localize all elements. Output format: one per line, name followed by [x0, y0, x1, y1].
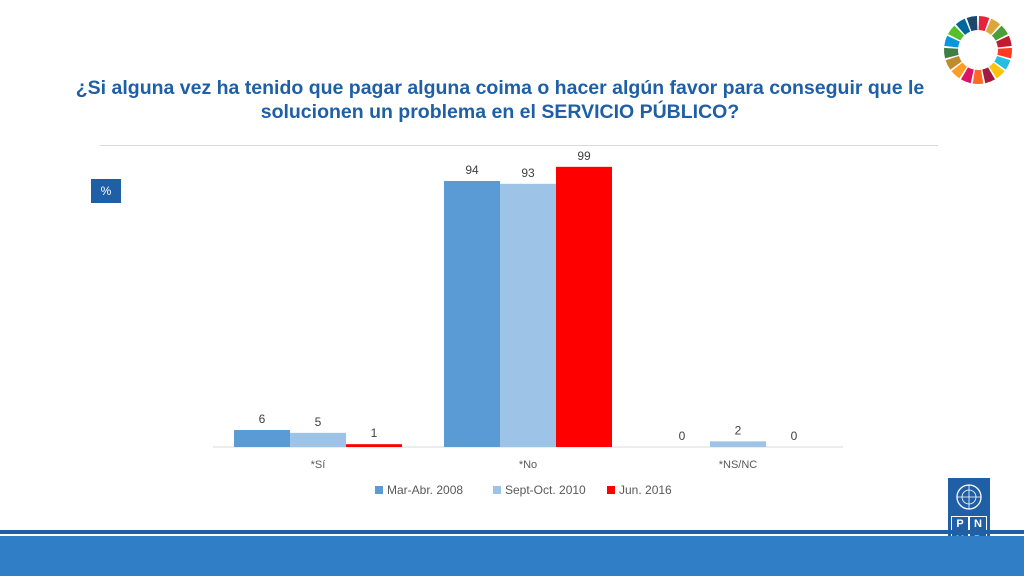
bar-nsnc-series-2 — [710, 441, 766, 447]
legend-label: Jun. 2016 — [619, 483, 672, 497]
data-label: 99 — [577, 149, 591, 163]
data-label: 6 — [259, 412, 266, 426]
category-label: *NS/NC — [719, 459, 758, 471]
data-label: 94 — [465, 163, 479, 177]
sdg-wheel-segment — [944, 35, 960, 48]
sdg-wheel-segment — [960, 67, 974, 84]
bar-no-series-2 — [500, 183, 556, 447]
data-label: 5 — [315, 415, 322, 429]
sdg-wheel-segment — [951, 62, 967, 79]
data-label: 2 — [735, 423, 742, 437]
legend-swatch — [375, 486, 383, 494]
sdg-wheel-segment — [994, 56, 1011, 70]
sdg-wheel-segment — [978, 16, 990, 32]
data-label: 0 — [679, 429, 686, 443]
data-label: 93 — [521, 166, 535, 180]
chart-title: ¿Si alguna vez ha tenido que pagar algun… — [75, 77, 925, 123]
sdg-wheel-segment — [966, 16, 978, 32]
category-labels-group: *Sí *No *NS/NC — [311, 459, 758, 471]
data-label: 0 — [791, 429, 798, 443]
data-labels-group: 6 5 1 94 93 99 0 2 0 — [259, 149, 798, 443]
footer-bar — [0, 536, 1024, 576]
sdg-wheel-segment — [945, 56, 962, 70]
bar-s-series-2 — [290, 432, 346, 447]
sdg-wheel-segment — [982, 67, 996, 84]
legend-label: Sept-Oct. 2010 — [505, 483, 586, 497]
sdg-wheel-segment — [948, 25, 965, 41]
category-label: *No — [519, 459, 537, 471]
sdg-wheel-segment — [955, 18, 971, 35]
bars-group — [234, 166, 766, 448]
sdg-wheel-segment — [991, 25, 1008, 41]
title-divider — [100, 145, 938, 146]
bar-s-series-1 — [234, 430, 290, 447]
legend-swatch — [493, 486, 501, 494]
unit-badge: % — [91, 179, 121, 203]
sdg-wheel-segment — [997, 47, 1012, 59]
data-label: 1 — [371, 426, 378, 440]
legend: Mar-Abr. 2008 Sept-Oct. 2010 Jun. 2016 — [375, 483, 672, 497]
sdg-wheel-segment — [944, 47, 959, 59]
un-emblem-icon — [956, 484, 982, 510]
sdg-wheel-logo — [944, 16, 1012, 84]
bar-s-series-3 — [346, 444, 402, 447]
sdg-wheel-segment — [996, 35, 1012, 48]
footer-accent-line — [0, 530, 1024, 534]
sdg-wheel-segment — [985, 18, 1001, 35]
bar-no-series-1 — [444, 180, 500, 448]
legend-label: Mar-Abr. 2008 — [387, 483, 463, 497]
legend-swatch — [607, 486, 615, 494]
sdg-wheel-segment — [989, 62, 1005, 79]
sdg-wheel-segment — [972, 69, 984, 84]
category-label: *Sí — [311, 459, 326, 471]
bar-no-series-3 — [556, 166, 612, 447]
